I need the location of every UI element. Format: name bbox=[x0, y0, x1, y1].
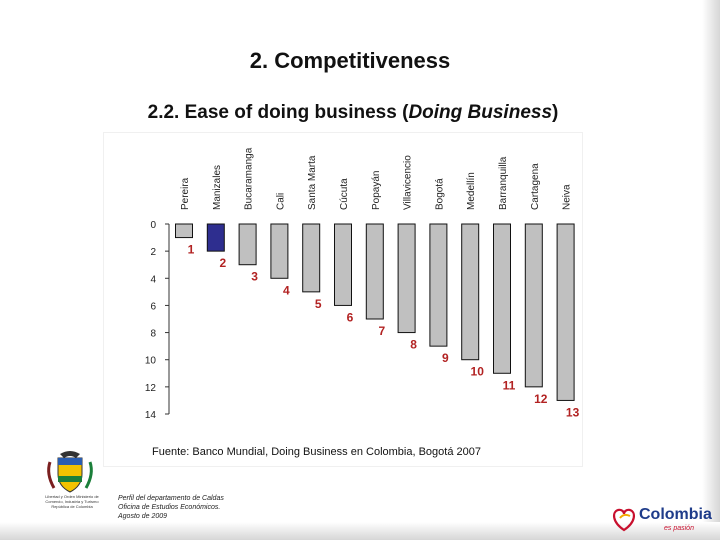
y-tick-label: 8 bbox=[150, 329, 156, 340]
data-label: 11 bbox=[503, 378, 516, 392]
footer-note: Perfil del departamento de Caldas Oficin… bbox=[118, 494, 258, 521]
brand-tagline: es pasión bbox=[664, 525, 694, 532]
data-label: 13 bbox=[566, 405, 580, 419]
chart-bar bbox=[556, 223, 575, 401]
data-label: 3 bbox=[251, 270, 258, 284]
ministry-caption: Libertad y Orden Ministerio de Comercio,… bbox=[45, 494, 99, 509]
y-tick-label: 14 bbox=[145, 410, 157, 421]
data-label: 2 bbox=[219, 256, 226, 270]
y-tick-label: 4 bbox=[150, 274, 156, 285]
data-label: 5 bbox=[315, 297, 322, 311]
chart-bar bbox=[493, 223, 511, 374]
chart-bar bbox=[302, 223, 321, 293]
x-category-label: Barranquilla bbox=[498, 156, 509, 210]
chart-bar bbox=[334, 223, 352, 306]
y-tick-label: 12 bbox=[145, 383, 157, 394]
slide-frame-right bbox=[702, 0, 720, 540]
brand-name: Colombia bbox=[639, 506, 712, 523]
x-category-label: Popayán bbox=[371, 171, 382, 210]
data-label: 6 bbox=[347, 310, 354, 324]
data-label: 1 bbox=[188, 243, 195, 257]
footer-note-line: Oficina de Estudios Económicos. bbox=[118, 504, 221, 511]
x-category-label: Medellín bbox=[466, 172, 477, 210]
section-title: 2.2. Ease of doing business (Doing Busin… bbox=[0, 102, 706, 124]
section-title-emphasis: Doing Business bbox=[408, 102, 553, 123]
chart-bar bbox=[206, 223, 225, 252]
x-category-label: Cali bbox=[275, 193, 286, 210]
chart-bar bbox=[524, 223, 543, 388]
data-label: 8 bbox=[410, 338, 417, 352]
x-category-label: Bucaramanga bbox=[244, 147, 255, 210]
x-category-label: Cartagena bbox=[530, 163, 541, 210]
y-tick-label: 10 bbox=[145, 356, 157, 367]
data-label: 12 bbox=[534, 392, 548, 406]
chart-bar bbox=[461, 223, 480, 361]
slide-frame-bottom bbox=[0, 522, 720, 540]
data-label: 9 bbox=[442, 351, 449, 365]
data-label: 10 bbox=[471, 365, 485, 379]
section-title-text: 2.2. Ease of doing business (Doing Busin… bbox=[147, 102, 559, 123]
x-category-label: Bogotá bbox=[434, 178, 445, 210]
chart-bar bbox=[175, 223, 193, 239]
colombia-coat-of-arms-icon bbox=[47, 451, 93, 493]
x-category-label: Pereira bbox=[180, 177, 191, 210]
chart-bar bbox=[365, 223, 384, 320]
y-tick-label: 0 bbox=[150, 220, 156, 231]
footer-note-line: Perfil del departamento de Caldas bbox=[118, 495, 224, 502]
chart-bar bbox=[270, 223, 289, 279]
data-label: 7 bbox=[378, 324, 385, 338]
data-label: 4 bbox=[283, 283, 290, 297]
x-category-label: Neiva bbox=[562, 184, 573, 210]
footer-note-line: Agosto de 2009 bbox=[118, 513, 168, 520]
x-category-label: Villavicencio bbox=[403, 155, 414, 210]
colombia-brand-heart-icon bbox=[612, 508, 636, 532]
y-tick-label: 2 bbox=[150, 247, 156, 258]
chart-bar bbox=[397, 223, 416, 334]
chart-bar bbox=[238, 223, 257, 266]
source-note: Fuente: Banco Mundial, Doing Business en… bbox=[152, 446, 481, 458]
chart-panel: 0 2 4 6 8 10 12 14 Pereira 1 Manizales 2 Bucaramanga… bbox=[104, 133, 582, 466]
ranking-bar-chart: 0 2 4 6 8 10 12 14 Pereira 1 Manizales 2 Bucaramanga… bbox=[145, 147, 580, 421]
x-category-label: Manizales bbox=[212, 165, 223, 210]
y-tick-label: 6 bbox=[150, 301, 156, 312]
x-category-label: Santa Marta bbox=[307, 155, 318, 210]
chart-bar bbox=[429, 223, 448, 347]
x-category-label: Cúcuta bbox=[339, 178, 350, 210]
page-title: 2. Competitiveness bbox=[249, 48, 451, 73]
